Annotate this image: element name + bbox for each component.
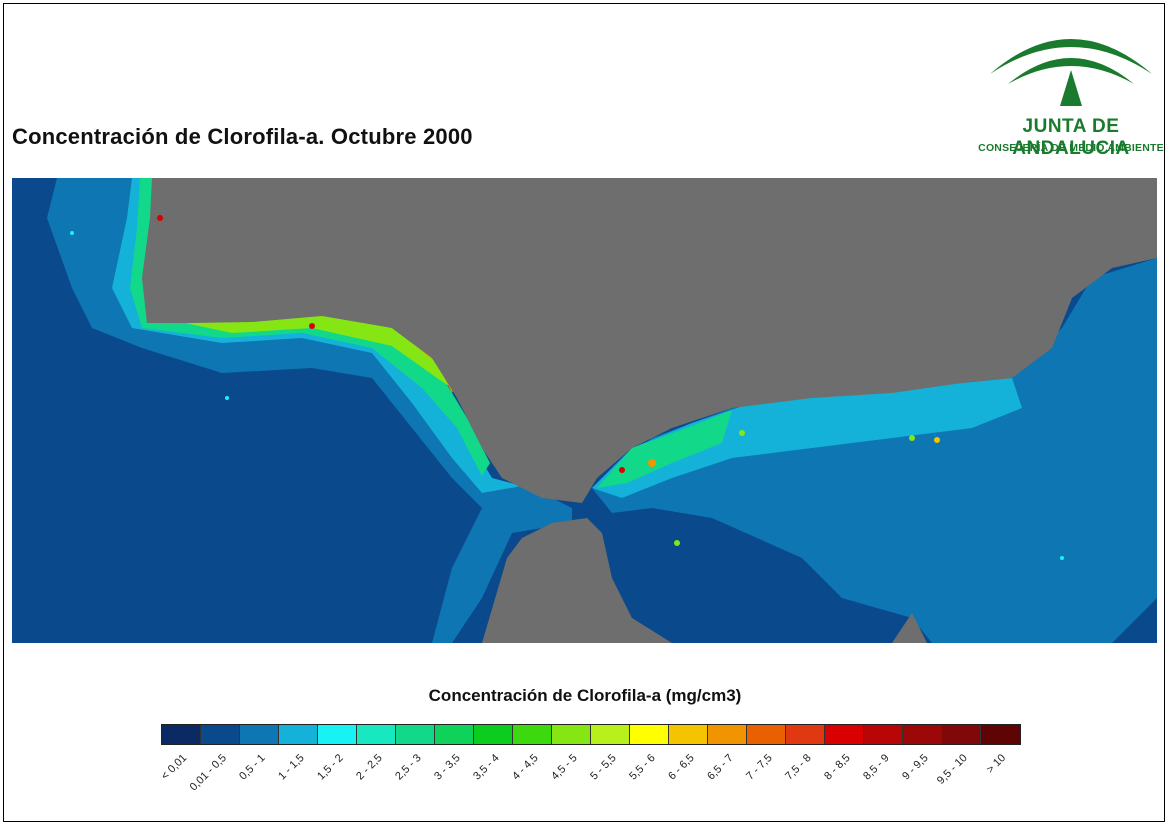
- bloom-dot: [674, 540, 680, 546]
- legend-swatch: [669, 725, 708, 744]
- bloom-dot: [70, 231, 74, 235]
- cape-tres-forcas-land: [892, 613, 927, 643]
- huelva-bloom: [162, 314, 452, 388]
- legend-color-bar: [161, 724, 1021, 745]
- legend-title: Concentración de Clorofila-a (mg/cm3): [428, 686, 742, 705]
- bloom-dot: [225, 396, 229, 400]
- legend-swatch: [786, 725, 825, 744]
- bloom-dot: [909, 435, 915, 441]
- legend-swatch: [942, 725, 981, 744]
- alboran-shelf: [592, 258, 1157, 643]
- bloom-dot: [648, 459, 656, 467]
- bloom-dot: [934, 437, 940, 443]
- alboran-coastal-band: [592, 378, 1022, 498]
- chlorophyll-map: [12, 178, 1157, 643]
- atlantic-shelf: [47, 178, 572, 643]
- bloom-dot: [157, 215, 163, 221]
- legend-swatch: [240, 725, 279, 744]
- logo-text-consejeria: CONSEJERÍA DE MEDIO AMBIENTE: [978, 142, 1164, 154]
- legend-swatch: [708, 725, 747, 744]
- legend-swatch: [201, 725, 240, 744]
- legend-swatch: [474, 725, 513, 744]
- legend-swatch: [435, 725, 474, 744]
- junta-de-andalucia-logo: JUNTA DE ANDALUCIA CONSEJERÍA DE MEDIO A…: [978, 14, 1164, 164]
- malaga-bloom: [597, 410, 732, 488]
- legend-swatch: [396, 725, 435, 744]
- legend-swatch: [864, 725, 903, 744]
- map-title: Concentración de Clorofila-a. Octubre 20…: [12, 124, 473, 149]
- legend-swatch: [630, 725, 669, 744]
- iberian-peninsula-land: [142, 178, 1157, 503]
- north-africa-land: [482, 518, 672, 643]
- legend-swatch: [357, 725, 396, 744]
- legend-swatch: [747, 725, 786, 744]
- bloom-dot: [1060, 556, 1064, 560]
- legend-swatch: [825, 725, 864, 744]
- logo-text-junta: JUNTA DE ANDALUCIA: [1012, 116, 1130, 159]
- legend-swatch: [513, 725, 552, 744]
- legend-swatch: [903, 725, 942, 744]
- bloom-dot: [619, 467, 625, 473]
- legend-swatch: [552, 725, 591, 744]
- legend-swatch: [981, 725, 1020, 744]
- bloom-dot: [739, 430, 745, 436]
- legend-swatch: [279, 725, 318, 744]
- legend-swatch: [318, 725, 357, 744]
- logo-emblem-icon: [990, 39, 1152, 106]
- bloom-dot: [309, 323, 315, 329]
- legend-swatch: [162, 725, 201, 744]
- legend-swatch: [591, 725, 630, 744]
